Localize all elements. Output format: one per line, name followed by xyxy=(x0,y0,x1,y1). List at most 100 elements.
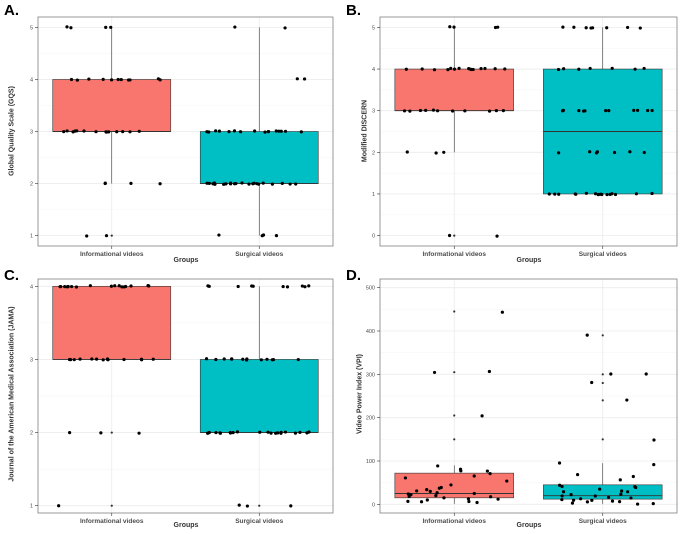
data-point xyxy=(483,66,487,71)
data-point xyxy=(420,67,424,71)
data-point xyxy=(612,150,617,155)
outlier-point xyxy=(110,431,113,434)
data-point xyxy=(435,491,439,495)
data-point xyxy=(560,484,564,489)
outlier-point xyxy=(110,234,113,237)
data-point xyxy=(158,182,162,186)
data-point xyxy=(561,25,565,29)
data-point xyxy=(94,357,99,361)
data-point xyxy=(547,192,551,196)
outlier-point xyxy=(453,310,456,313)
data-point xyxy=(406,492,410,496)
data-point xyxy=(407,494,411,498)
data-point xyxy=(449,66,453,70)
data-point xyxy=(113,284,117,288)
data-point xyxy=(646,108,650,113)
data-point xyxy=(68,431,72,435)
data-point xyxy=(620,489,624,493)
data-point xyxy=(609,372,613,376)
data-point xyxy=(463,109,467,113)
y-tick-label: 1 xyxy=(30,504,33,510)
data-point xyxy=(636,108,640,112)
data-point xyxy=(253,129,257,133)
data-point xyxy=(289,504,293,508)
data-point xyxy=(404,67,408,71)
data-point xyxy=(590,498,594,502)
data-point xyxy=(593,494,597,498)
data-point xyxy=(117,284,121,288)
data-point xyxy=(449,483,453,487)
y-tick-label: 2 xyxy=(30,431,33,437)
data-point xyxy=(250,284,254,288)
data-point xyxy=(610,499,615,503)
data-point xyxy=(307,430,311,434)
data-point xyxy=(101,77,105,81)
data-point xyxy=(109,25,113,29)
data-point xyxy=(467,499,471,504)
data-point xyxy=(650,108,654,113)
data-point xyxy=(207,181,211,186)
data-point xyxy=(431,108,436,112)
outlier-point xyxy=(110,504,113,507)
panel-c-x-axis-label: Groups xyxy=(173,522,199,529)
data-point xyxy=(151,357,155,361)
data-point xyxy=(263,130,267,134)
y-tick-label: 0 xyxy=(372,234,375,240)
data-point xyxy=(283,26,287,30)
data-point xyxy=(434,151,438,155)
data-point xyxy=(218,431,222,435)
data-point xyxy=(560,109,565,113)
panel-c: C. Journal of the American Medical Assoc… xyxy=(0,267,342,534)
data-point xyxy=(442,496,446,500)
panel-a-label: A. xyxy=(4,2,19,19)
data-point xyxy=(124,284,128,289)
panel-d-x-axis-label: Groups xyxy=(516,522,542,529)
data-point xyxy=(629,496,633,500)
y-tick-label: 4 xyxy=(30,284,33,290)
data-point xyxy=(82,129,86,133)
data-point xyxy=(78,357,82,361)
y-tick-label: 300 xyxy=(366,372,375,378)
data-point xyxy=(270,182,275,186)
data-point xyxy=(475,500,479,505)
data-point xyxy=(425,488,429,492)
data-point xyxy=(99,431,103,435)
data-point xyxy=(418,108,423,113)
data-point xyxy=(446,68,450,72)
y-tick-label: 2 xyxy=(372,150,375,156)
data-point xyxy=(232,129,237,133)
data-point xyxy=(493,67,497,71)
panel-c-chart: 1 2 3 4 Informational videos Surgical videos xyxy=(30,278,334,525)
y-tick-label: 3 xyxy=(30,357,33,363)
data-point xyxy=(204,357,209,361)
data-point xyxy=(558,483,562,487)
data-point xyxy=(137,129,141,133)
data-point xyxy=(120,285,124,289)
data-point xyxy=(115,130,119,134)
y-tick-label: 200 xyxy=(366,416,375,422)
y-tick-label: 0 xyxy=(372,502,375,508)
data-point xyxy=(214,430,218,435)
data-point xyxy=(213,182,217,186)
data-point xyxy=(224,182,228,186)
data-point xyxy=(610,66,614,71)
data-point xyxy=(480,414,484,418)
data-point xyxy=(281,284,285,289)
data-point xyxy=(65,25,69,29)
data-point xyxy=(452,25,456,29)
data-point xyxy=(255,182,259,186)
data-point xyxy=(65,129,69,133)
data-point xyxy=(63,285,67,289)
data-point xyxy=(560,494,564,498)
data-point xyxy=(650,191,654,196)
plot-frame xyxy=(379,278,678,514)
y-tick-label: 2 xyxy=(30,182,33,188)
data-point xyxy=(485,469,489,473)
data-point xyxy=(436,464,440,468)
data-point xyxy=(560,497,564,502)
y-tick-label: 1 xyxy=(372,192,375,198)
panel-b-label: B. xyxy=(346,2,361,19)
data-point xyxy=(129,181,133,185)
data-point xyxy=(206,284,210,288)
data-point xyxy=(403,476,408,480)
